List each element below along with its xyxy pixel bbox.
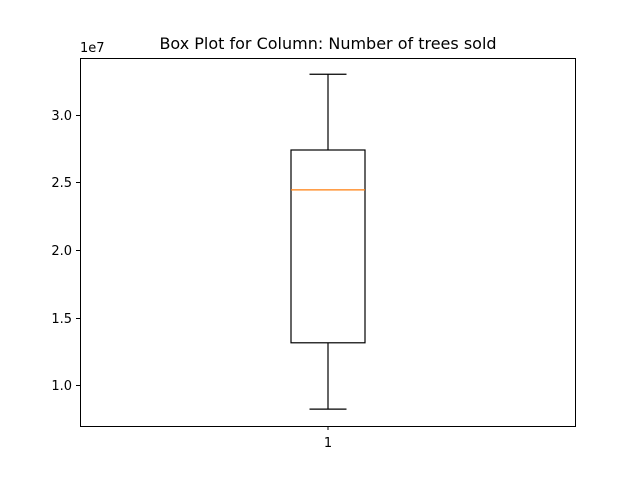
x-tick-label: 1 [324,436,332,451]
y-tick-label: 3.0 [51,109,72,124]
y-tick-label: 1.5 [51,312,72,327]
axes-frame [80,58,576,427]
interquartile-box [290,149,366,344]
y-tick-label: 1.0 [51,379,72,394]
plot-area: 1.0 1.5 2.0 2.5 3.0 1 [51,73,366,451]
y-axis-offset-label: 1e7 [80,41,105,56]
y-tick-label: 2.0 [51,244,72,259]
y-tick-label: 2.5 [51,176,72,191]
chart-title: Box Plot for Column: Number of trees sol… [159,34,496,53]
